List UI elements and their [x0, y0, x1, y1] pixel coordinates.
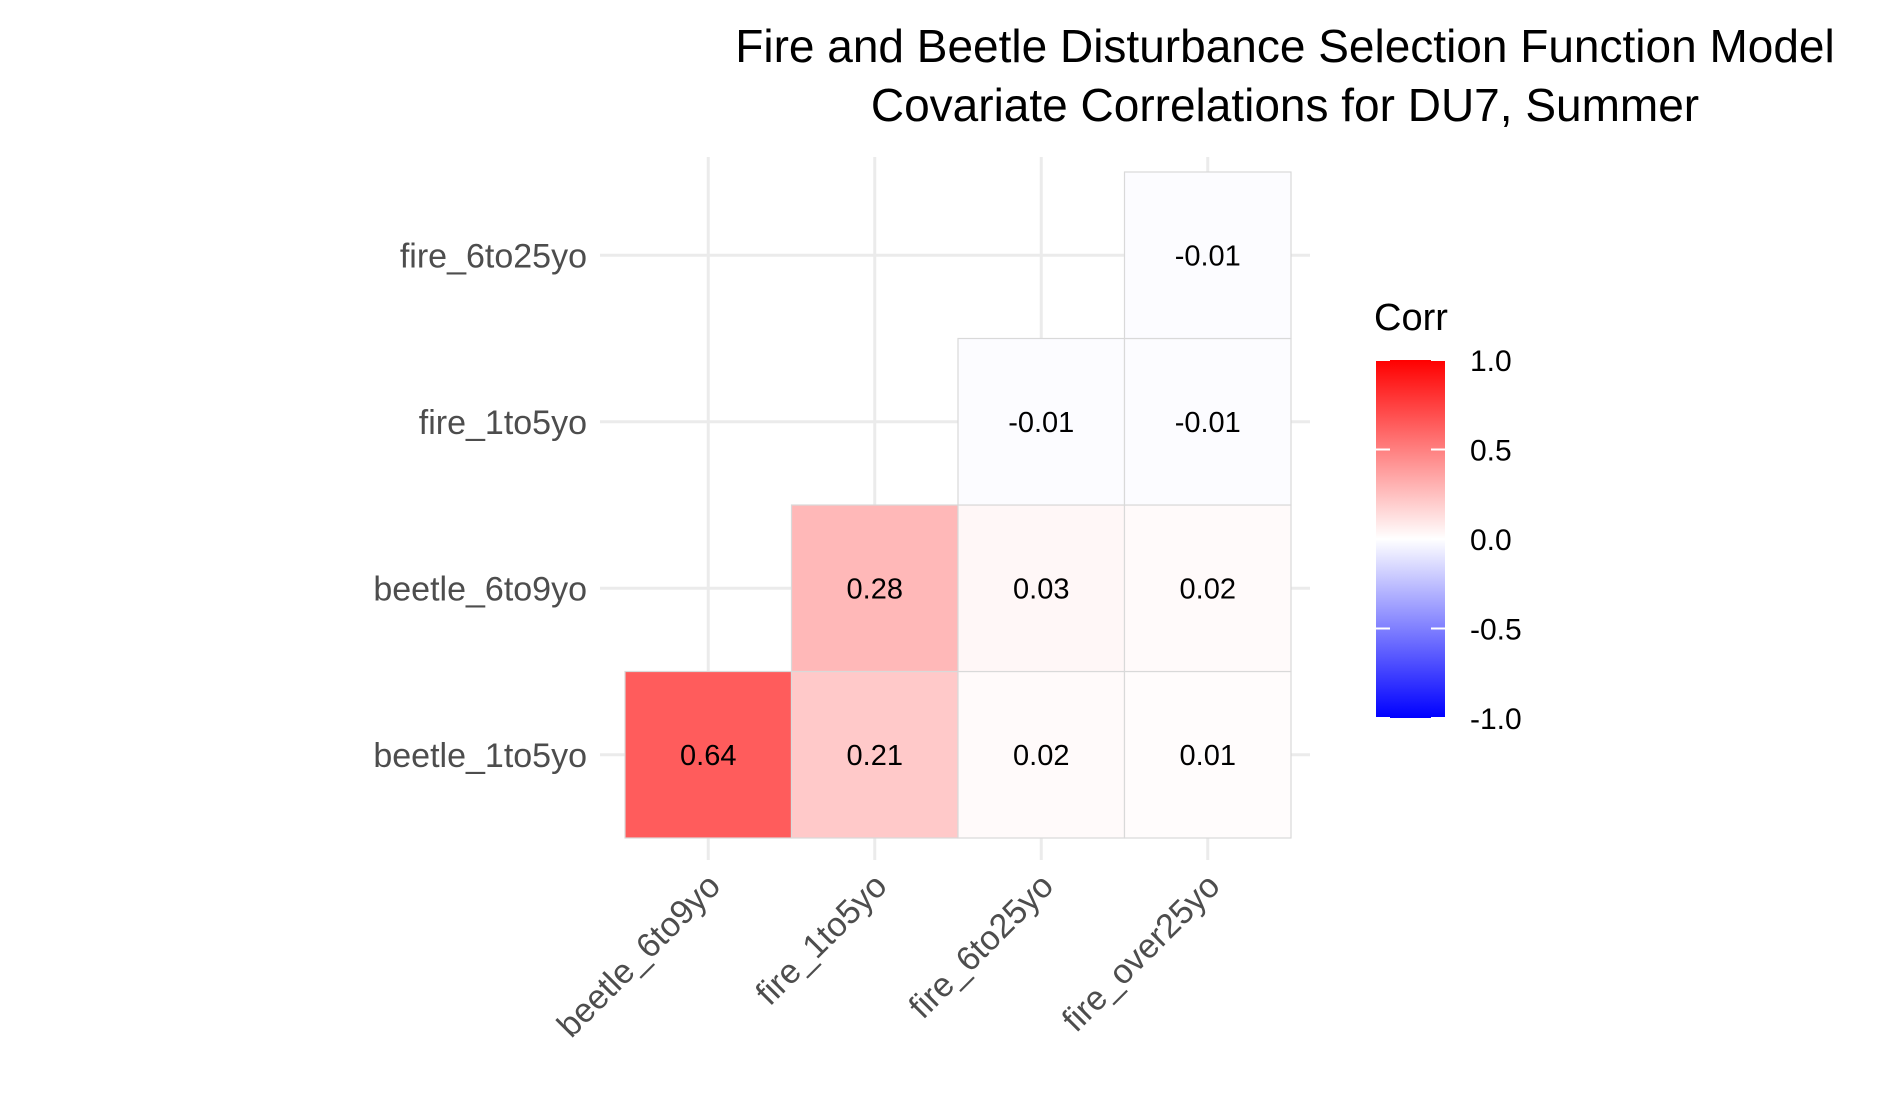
y-tick-label: fire_6to25yo	[400, 237, 587, 275]
x-tick-label: fire_over25yo	[1055, 867, 1228, 1040]
x-axis-ticks: beetle_6to9yo fire_1to5yo fire_6to25yofire…	[550, 867, 1227, 1045]
heatmap-tile	[1123, 337, 1292, 506]
heatmap-tile	[957, 670, 1126, 839]
cell-value-label: 0.02	[1013, 740, 1069, 772]
legend-ticks: 1.0 0.5 0.0 -0.5 -1.0	[1376, 345, 1522, 736]
heatmap-tile	[624, 670, 793, 839]
y-axis-ticks: beetle_1to5yo beetle_6to9yo fire_1to5yo fir…	[373, 237, 587, 775]
cell-value-label: 0.02	[1180, 573, 1236, 605]
cell-value-label: -0.01	[1175, 407, 1241, 439]
heatmap-tile	[1123, 171, 1292, 340]
heatmap-tile	[957, 504, 1126, 673]
y-tick-label: beetle_1to5yo	[373, 737, 587, 775]
cell-value-label: -0.01	[1175, 240, 1241, 272]
chart-title: Fire and Beetle Disturbance Selection Fu…	[735, 20, 1835, 72]
heatmap-tile	[790, 670, 959, 839]
legend-tick-label: -0.5	[1470, 614, 1522, 647]
heatmap-tiles	[624, 171, 1292, 839]
cell-value-label: 0.28	[847, 573, 903, 605]
cell-value-label: 0.03	[1013, 573, 1069, 605]
y-tick-label: beetle_6to9yo	[373, 570, 587, 608]
y-tick-label: fire_1to5yo	[419, 404, 587, 442]
chart-subtitle: Covariate Correlations for DU7, Summer	[871, 79, 1699, 131]
x-tick-label: fire_6to25yo	[902, 867, 1061, 1026]
cell-value-label: 0.64	[680, 740, 736, 772]
cell-labels: 0.64 0.21 0.02 0.01 0.28 0.03 0.02 -0.01 -0.01 -0…	[680, 240, 1241, 772]
cell-value-label: 0.01	[1180, 740, 1236, 772]
legend: Corr 1.0 0.5 0.0 -0.5 -1.0	[1374, 297, 1522, 736]
x-tick-label: beetle_6to9yo	[550, 867, 728, 1045]
legend-tick-label: 0.5	[1470, 435, 1512, 468]
legend-tick-label: 0.0	[1470, 524, 1512, 557]
x-tick-label: fire_1to5yo	[749, 867, 895, 1013]
heatmap-tile	[957, 337, 1126, 506]
legend-tick-label: -1.0	[1470, 703, 1522, 736]
legend-tick-label: 1.0	[1470, 345, 1512, 378]
cell-value-label: 0.21	[847, 740, 903, 772]
heatmap-tile	[1123, 670, 1292, 839]
legend-title: Corr	[1374, 297, 1448, 339]
cell-value-label: -0.01	[1008, 407, 1074, 439]
